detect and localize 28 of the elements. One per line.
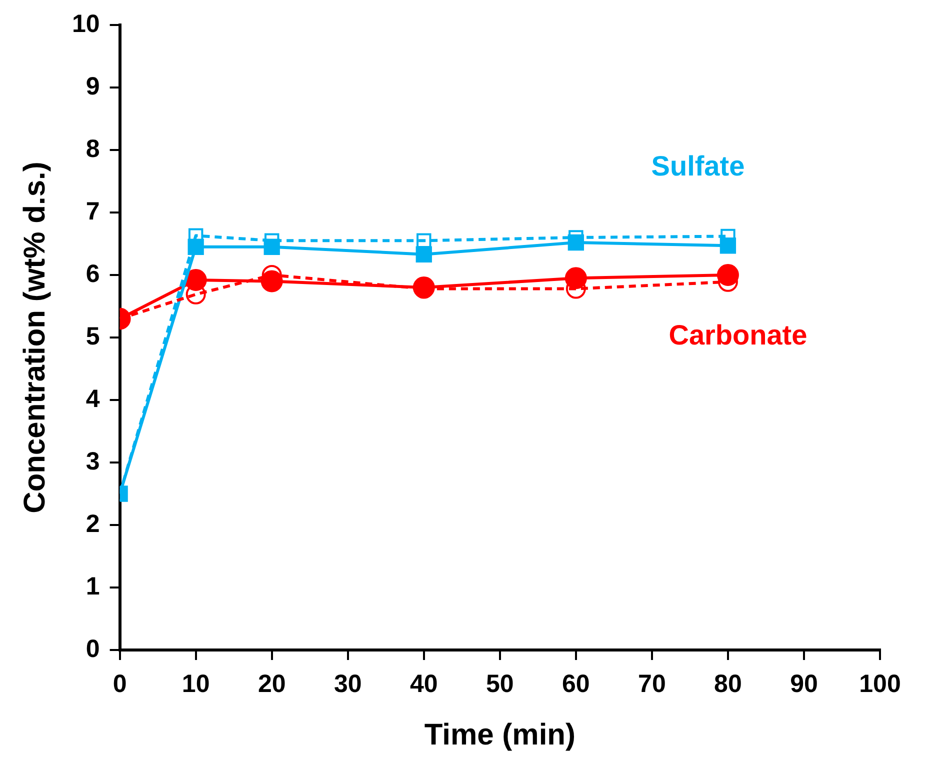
y-tick-label: 7: [86, 197, 100, 226]
point: [416, 233, 432, 248]
x-tick-label: 100: [859, 670, 901, 698]
y-tick-label: 1: [86, 572, 100, 600]
y-tick-label: 4: [86, 384, 100, 413]
y-axis-title: Concentration (wt% d.s.): [18, 162, 52, 514]
x-tick-label: 60: [562, 670, 590, 698]
y-tick-label: 5: [86, 322, 100, 350]
x-tick-label: 30: [334, 670, 362, 698]
series-label: Carbonate: [668, 320, 808, 351]
y-tick-label: 10: [72, 10, 100, 38]
point: [416, 246, 432, 262]
x-tick-label: 90: [790, 670, 818, 698]
x-tick-label: 80: [714, 670, 742, 698]
y-tick-label: 9: [86, 72, 100, 100]
x-tick-label: 40: [410, 670, 438, 698]
x-tick-label: 70: [638, 670, 666, 698]
y-tick-label: 3: [86, 447, 100, 476]
y-tick-label: 2: [86, 510, 100, 538]
x-tick-label: 50: [486, 670, 514, 698]
y-tick-label: 0: [86, 634, 100, 663]
y-tick-label: 6: [86, 260, 100, 288]
y-tick-label: 8: [86, 134, 100, 163]
x-tick-label: 0: [112, 670, 127, 698]
x-tick-label: 10: [182, 670, 210, 698]
x-axis-title: Time (min): [424, 718, 576, 752]
x-tick-label: 20: [258, 670, 286, 698]
text: Sulfate: [651, 150, 745, 182]
